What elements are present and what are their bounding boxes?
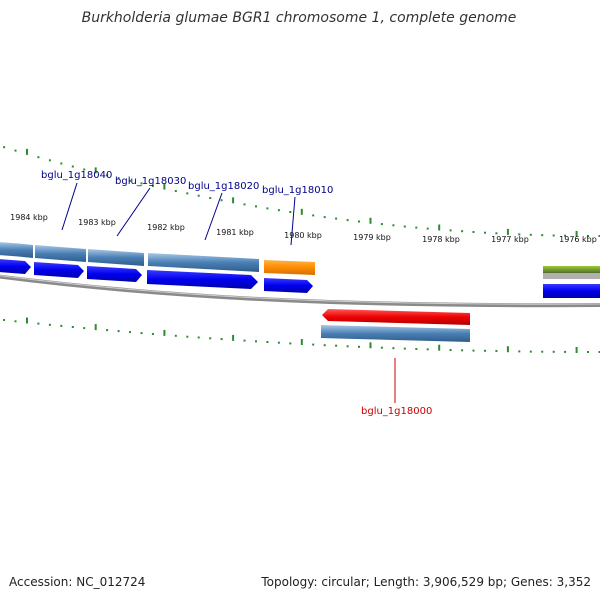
feature-bar-18040a[interactable]	[0, 242, 33, 258]
cds-arrow-right-edge[interactable]	[543, 284, 600, 298]
label-connectors	[61, 182, 396, 403]
genome-backbone	[0, 274, 600, 308]
rrna-feature-bar[interactable]	[543, 266, 600, 273]
ruler-label-1984: 1984 kbp	[10, 213, 48, 222]
cds-arrow-18050[interactable]	[0, 259, 31, 274]
cds-arrow-18020[interactable]	[147, 270, 258, 289]
connector-18020	[204, 192, 223, 241]
ruler-label-1979: 1979 kbp	[353, 233, 391, 242]
forward-cds-track	[0, 259, 600, 298]
ruler-label-1982: 1982 kbp	[147, 223, 185, 232]
cds-arrow-18010[interactable]	[264, 278, 313, 293]
gene-label-18030[interactable]: bglu_1g18030	[115, 176, 186, 187]
gene-label-18000[interactable]: bglu_1g18000	[361, 406, 432, 417]
feature-bar-18030[interactable]	[88, 249, 144, 266]
ruler-label-1977: 1977 kbp	[491, 235, 529, 244]
inner-ruler	[3, 317, 600, 353]
outer-ruler	[3, 146, 600, 237]
gene-labels: bglu_1g18040 bglu_1g18030 bglu_1g18020 b…	[41, 170, 432, 417]
ruler-label-1978: 1978 kbp	[422, 235, 460, 244]
forward-feature-track	[0, 242, 600, 279]
feature-bar-18010[interactable]	[264, 260, 315, 275]
genome-summary-text: Topology: circular; Length: 3,906,529 bp…	[260, 575, 591, 589]
ruler-label-1976: 1976 kbp	[559, 235, 597, 244]
ruler-label-1981: 1981 kbp	[216, 228, 254, 237]
feature-bar-18020[interactable]	[148, 253, 259, 272]
rrna-feature-bar-lower[interactable]	[543, 273, 600, 279]
gene-label-18020[interactable]: bglu_1g18020	[188, 181, 259, 192]
connector-18030	[116, 187, 151, 237]
gene-label-18040[interactable]: bglu_1g18040	[41, 170, 112, 181]
cds-arrow-18000[interactable]	[322, 309, 470, 325]
connector-18040	[61, 182, 78, 231]
accession-text: Accession: NC_012724	[9, 575, 145, 589]
feature-bar-18040[interactable]	[35, 245, 86, 262]
cds-arrow-18030[interactable]	[87, 266, 142, 282]
feature-bar-18000[interactable]	[321, 325, 470, 342]
ruler-labels: 1984 kbp 1983 kbp 1982 kbp 1981 kbp 1980…	[10, 213, 597, 244]
connector-18010	[290, 196, 296, 246]
ruler-label-1980: 1980 kbp	[284, 231, 322, 240]
cds-arrow-18040[interactable]	[34, 262, 84, 278]
ruler-label-1983: 1983 kbp	[78, 218, 116, 227]
genome-backbone-highlight	[0, 275, 600, 305]
gene-label-18010[interactable]: bglu_1g18010	[262, 185, 333, 196]
map-title: Burkholderia glumae BGR1 chromosome 1, c…	[82, 10, 517, 26]
